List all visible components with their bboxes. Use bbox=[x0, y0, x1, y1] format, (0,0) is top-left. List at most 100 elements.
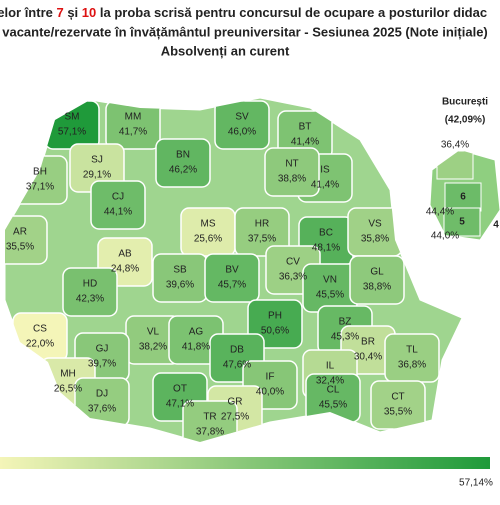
county bbox=[204, 253, 260, 303]
county-code: SJ bbox=[91, 155, 103, 166]
county bbox=[74, 377, 130, 427]
county-code: VS bbox=[368, 219, 382, 230]
county-value: 42,3% bbox=[76, 294, 104, 305]
county-code: AR bbox=[13, 227, 27, 238]
county-value: 50,6% bbox=[261, 326, 289, 337]
county-value: 35,8% bbox=[361, 234, 389, 245]
county bbox=[5, 215, 48, 265]
county-code: PH bbox=[268, 311, 282, 322]
county-value: 39,7% bbox=[88, 359, 116, 370]
county-value: 40,0% bbox=[256, 387, 284, 398]
county bbox=[90, 180, 146, 230]
county-code: MH bbox=[60, 369, 76, 380]
county-code: BR bbox=[361, 337, 375, 348]
county-value: 45,5% bbox=[316, 290, 344, 301]
sector-value: 36,4% bbox=[441, 140, 469, 151]
county bbox=[234, 207, 290, 257]
county-code: MS bbox=[201, 219, 216, 230]
county-value: 37,1% bbox=[26, 182, 54, 193]
county-code: MM bbox=[125, 112, 142, 123]
county-value: 57,1% bbox=[58, 127, 86, 138]
county-code: DB bbox=[230, 345, 244, 356]
county-code: BT bbox=[299, 122, 312, 133]
county-value: 45,3% bbox=[331, 332, 359, 343]
sector-number: 5 bbox=[459, 217, 465, 228]
county-value: 38,8% bbox=[363, 282, 391, 293]
county bbox=[264, 147, 320, 197]
title-line-1: telor între 7 și 10 la proba scrisă pent… bbox=[0, 5, 487, 20]
county-code: TR bbox=[203, 412, 216, 423]
county-code: SM bbox=[65, 112, 80, 123]
county-code: CV bbox=[286, 257, 300, 268]
county-value: 37,6% bbox=[88, 404, 116, 415]
county-code: HD bbox=[83, 279, 97, 290]
county-value: 41,4% bbox=[311, 180, 339, 191]
bucharest-name: București bbox=[442, 97, 488, 108]
county-code: IL bbox=[326, 361, 335, 372]
county-code: BV bbox=[225, 265, 239, 276]
county-code: CS bbox=[33, 324, 47, 335]
sector bbox=[443, 207, 481, 237]
county-code: GJ bbox=[96, 344, 109, 355]
county-code: VL bbox=[147, 327, 160, 338]
sector-value: 44,4% bbox=[426, 207, 454, 218]
county bbox=[347, 207, 403, 257]
county-value: 41,8% bbox=[182, 342, 210, 353]
county-value: 35,5% bbox=[6, 242, 34, 253]
county bbox=[214, 100, 270, 150]
county-value: 47,1% bbox=[166, 399, 194, 410]
county-code: SV bbox=[235, 112, 249, 123]
county-value: 38,2% bbox=[139, 342, 167, 353]
county-value: 47,6% bbox=[223, 360, 251, 371]
county-value: 36,8% bbox=[398, 360, 426, 371]
title-line-2: vacante/rezervate în învățământul preuni… bbox=[2, 24, 488, 39]
county-code: GR bbox=[228, 397, 243, 408]
county-value: 26,5% bbox=[54, 384, 82, 395]
county-code: IS bbox=[320, 165, 330, 176]
county-value: 36,3% bbox=[279, 272, 307, 283]
county-value: 39,6% bbox=[166, 280, 194, 291]
legend-bar bbox=[0, 457, 490, 469]
sector-number: 4 bbox=[493, 220, 499, 231]
county-code: OT bbox=[173, 384, 187, 395]
county-value: 25,6% bbox=[194, 234, 222, 245]
county-code: GL bbox=[370, 267, 384, 278]
county-code: BH bbox=[33, 167, 47, 178]
county-code: VN bbox=[323, 275, 337, 286]
county-value: 24,8% bbox=[111, 264, 139, 275]
county bbox=[62, 267, 118, 317]
county-value: 46,2% bbox=[169, 165, 197, 176]
county-value: 22,0% bbox=[26, 339, 54, 350]
sector-value: 44,0% bbox=[431, 231, 459, 242]
county-value: 37,5% bbox=[248, 234, 276, 245]
county-code: TL bbox=[406, 345, 418, 356]
county-value: 35,5% bbox=[384, 407, 412, 418]
county-code: NT bbox=[285, 159, 298, 170]
county bbox=[302, 263, 358, 313]
county-code: AB bbox=[118, 249, 132, 260]
sector-number: 6 bbox=[460, 192, 466, 203]
county-code: DJ bbox=[96, 389, 108, 400]
county-value: 29,1% bbox=[83, 170, 111, 181]
county-value: 32,4% bbox=[316, 376, 344, 387]
county bbox=[370, 380, 426, 430]
county-value: 41,7% bbox=[119, 127, 147, 138]
county bbox=[384, 333, 440, 383]
county-value: 45,5% bbox=[319, 400, 347, 411]
county-code: BN bbox=[176, 150, 190, 161]
county bbox=[349, 255, 405, 305]
county-value: 38,8% bbox=[278, 174, 306, 185]
county-value: 37,8% bbox=[196, 427, 224, 438]
county bbox=[155, 138, 211, 188]
county-value: 30,4% bbox=[354, 352, 382, 363]
county-code: HR bbox=[255, 219, 269, 230]
county-code: CJ bbox=[112, 192, 124, 203]
county-code: BZ bbox=[339, 317, 352, 328]
county-code: CT bbox=[391, 392, 404, 403]
county-code: IF bbox=[266, 372, 275, 383]
county-value: 45,7% bbox=[218, 280, 246, 291]
county-code: BC bbox=[319, 228, 333, 239]
county bbox=[12, 155, 68, 205]
county-value: 46,0% bbox=[228, 127, 256, 138]
